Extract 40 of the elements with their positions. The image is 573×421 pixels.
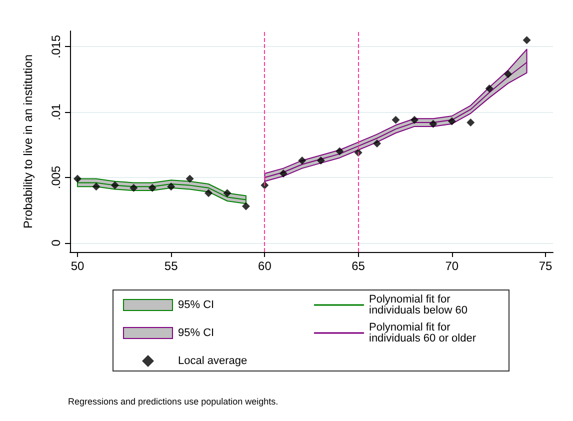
point bbox=[186, 174, 194, 183]
point bbox=[110, 181, 119, 190]
x-tick-label: 75 bbox=[538, 259, 553, 273]
x-tick-label: 55 bbox=[164, 259, 178, 273]
y-tick-label: .01 bbox=[49, 103, 63, 120]
y-tick-label: 0 bbox=[49, 239, 63, 246]
point bbox=[167, 182, 176, 191]
x-tick-label: 60 bbox=[258, 259, 272, 273]
y-axis-title: Probability to live in an institution bbox=[21, 54, 35, 229]
y-tick-label: .015 bbox=[49, 34, 63, 58]
x-tick-label: 70 bbox=[445, 259, 459, 273]
point bbox=[336, 147, 344, 156]
point bbox=[73, 174, 82, 183]
text: Regressions and predictions use population weights. bbox=[68, 396, 278, 406]
point bbox=[522, 36, 531, 44]
point bbox=[242, 202, 250, 210]
point bbox=[92, 182, 100, 191]
point bbox=[148, 184, 156, 192]
x-tick-label: 65 bbox=[352, 259, 366, 273]
point bbox=[130, 184, 138, 192]
x-tick-label: 50 bbox=[70, 259, 84, 273]
point bbox=[373, 139, 382, 148]
point bbox=[448, 117, 456, 126]
text: 95% CI bbox=[178, 299, 214, 311]
point bbox=[316, 156, 325, 164]
point bbox=[223, 189, 232, 198]
legend-label: Polynomial fit for individuals 60 or older bbox=[369, 322, 476, 344]
point bbox=[204, 189, 213, 198]
point bbox=[279, 170, 288, 178]
text: 95% CI bbox=[178, 327, 214, 339]
point bbox=[429, 120, 438, 128]
legend-label: Polynomial fit for individuals below 60 bbox=[369, 294, 468, 316]
legend-label: Local average bbox=[178, 355, 248, 367]
point bbox=[504, 70, 512, 78]
point bbox=[392, 116, 400, 124]
point bbox=[410, 116, 418, 124]
y-tick-label: .005 bbox=[49, 165, 63, 190]
point bbox=[466, 118, 475, 127]
point bbox=[298, 156, 306, 164]
point bbox=[485, 84, 494, 93]
